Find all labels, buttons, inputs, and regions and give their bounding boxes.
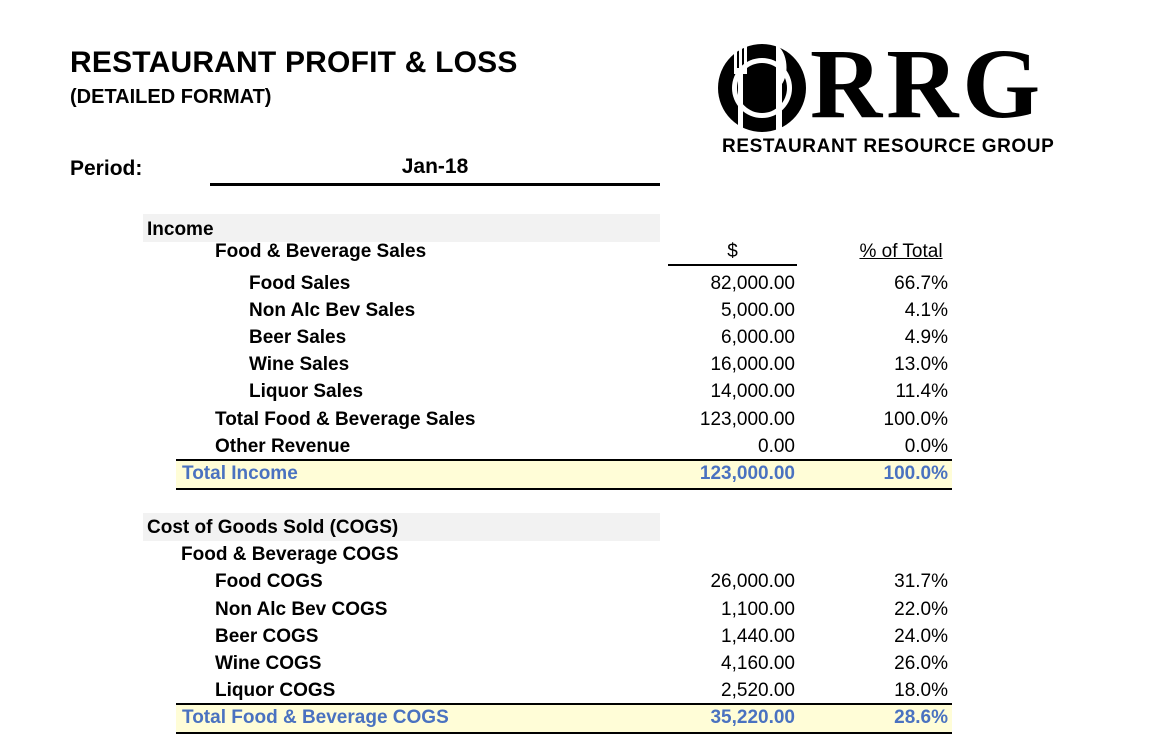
period-underline (210, 183, 660, 186)
income-row-label: Liquor Sales (249, 381, 364, 402)
cogs-row-label: Wine COGS (215, 653, 322, 674)
period-value: Jan-18 (401, 155, 469, 178)
income-section-band (143, 214, 660, 242)
total-income-band (176, 459, 952, 490)
cogs-row-pct: 24.0% (894, 626, 948, 647)
cogs-row-label: Beer COGS (215, 626, 319, 647)
report-title: RESTAURANT PROFIT & LOSS (70, 46, 518, 79)
rrg-logo: RRG RESTAURANT RESOURCE GROUP (718, 34, 1078, 162)
income-row-amount: 16,000.00 (710, 354, 795, 375)
other-revenue-amount: 0.00 (758, 436, 795, 457)
logo-wordmark: RRG (810, 28, 1045, 139)
total-income-pct: 100.0% (883, 463, 948, 484)
cogs-section-band (143, 513, 660, 541)
total-cogs-band (176, 703, 952, 734)
cogs-row-pct: 26.0% (894, 653, 948, 674)
cogs-row-label: Non Alc Bev COGS (215, 599, 388, 620)
income-row-label: Wine Sales (249, 354, 350, 375)
other-revenue-label: Other Revenue (215, 436, 351, 457)
income-row-label: Non Alc Bev Sales (249, 300, 416, 321)
income-row-pct: 4.1% (904, 300, 948, 321)
cogs-row-label: Food COGS (215, 571, 323, 592)
cogs-group-title: Food & Beverage COGS (181, 544, 399, 565)
total-cogs-label: Total Food & Beverage COGS (182, 707, 449, 728)
amount-header-underline (668, 264, 797, 266)
income-row-label: Food Sales (249, 273, 351, 294)
income-section-title: Income (147, 219, 214, 240)
total-income-amount: 123,000.00 (699, 463, 795, 484)
logo-tagline: RESTAURANT RESOURCE GROUP (722, 136, 1055, 157)
cogs-row-amount: 2,520.00 (721, 680, 795, 701)
cogs-section-title: Cost of Goods Sold (COGS) (147, 517, 399, 538)
report-subtitle: (DETAILED FORMAT) (70, 86, 272, 108)
cogs-row-pct: 31.7% (894, 571, 948, 592)
cogs-row-pct: 22.0% (894, 599, 948, 620)
amount-column-header: $ (727, 241, 738, 262)
fb-sales-subtotal-label: Total Food & Beverage Sales (215, 409, 476, 430)
income-row-amount: 5,000.00 (721, 300, 795, 321)
income-row-amount: 82,000.00 (710, 273, 795, 294)
pct-column-header: % of Total (859, 241, 943, 262)
income-row-amount: 14,000.00 (710, 381, 795, 402)
cogs-row-amount: 4,160.00 (721, 653, 795, 674)
cogs-row-pct: 18.0% (894, 680, 948, 701)
income-group-title: Food & Beverage Sales (215, 241, 427, 262)
other-revenue-pct: 0.0% (904, 436, 948, 457)
cogs-row-amount: 1,440.00 (721, 626, 795, 647)
cogs-row-amount: 26,000.00 (710, 571, 795, 592)
fb-sales-subtotal-amount: 123,000.00 (699, 409, 795, 430)
income-row-pct: 13.0% (894, 354, 948, 375)
income-row-label: Beer Sales (249, 327, 347, 348)
total-income-label: Total Income (182, 463, 298, 484)
income-row-amount: 6,000.00 (721, 327, 795, 348)
income-row-pct: 4.9% (904, 327, 948, 348)
fb-sales-subtotal-pct: 100.0% (883, 409, 948, 430)
cogs-row-amount: 1,100.00 (721, 599, 795, 620)
total-cogs-pct: 28.6% (894, 707, 948, 728)
income-row-pct: 11.4% (895, 381, 948, 402)
cogs-row-label: Liquor COGS (215, 680, 336, 701)
fork-knife-plate-icon (718, 44, 806, 132)
period-label: Period: (70, 157, 143, 180)
total-cogs-amount: 35,220.00 (710, 707, 795, 728)
income-row-pct: 66.7% (894, 273, 948, 294)
